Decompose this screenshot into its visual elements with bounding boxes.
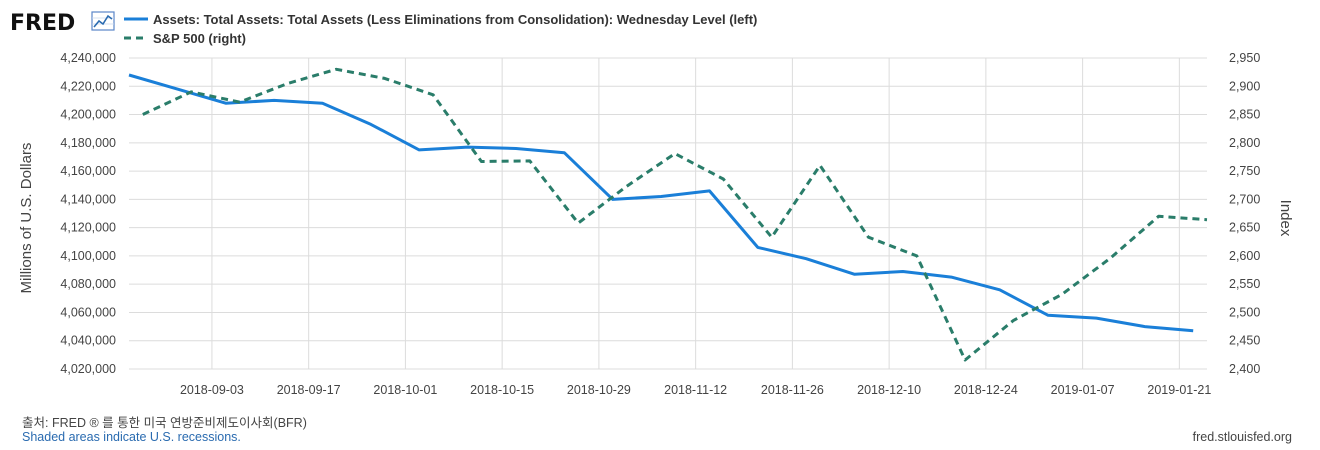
left-axis-title: Millions of U.S. Dollars	[18, 143, 35, 294]
x-axis-tick-label: 2018-11-12	[664, 383, 727, 397]
right-axis-tick-label: 2,950	[1229, 51, 1260, 65]
left-axis-tick-label: 4,180,000	[60, 136, 116, 150]
right-axis-tick-label: 2,400	[1229, 362, 1260, 376]
fred-logo[interactable]: FRED	[10, 11, 115, 36]
x-axis-tick-label: 2018-12-24	[954, 383, 1018, 397]
left-axis-tick-label: 4,080,000	[60, 277, 116, 291]
source-note: 출처: FRED ® 를 통한 미국 연방준비제도이사회(BFR)	[22, 416, 307, 430]
right-axis-tick-label: 2,500	[1229, 305, 1260, 319]
left-axis-tick-label: 4,060,000	[60, 305, 116, 319]
left-axis-tick-label: 4,240,000	[60, 51, 116, 65]
x-axis-tick-label: 2018-09-03	[180, 383, 244, 397]
left-axis-tick-label: 4,200,000	[60, 108, 116, 122]
fred-logo-text: FRED	[10, 11, 75, 36]
left-axis-tick-label: 4,020,000	[60, 362, 116, 376]
x-axis-tick-label: 2018-09-17	[277, 383, 341, 397]
x-axis-tick-label: 2019-01-07	[1051, 383, 1115, 397]
recession-note: Shaded areas indicate U.S. recessions.	[22, 430, 241, 444]
legend-item-assets[interactable]: Assets: Total Assets: Total Assets (Less…	[124, 12, 757, 27]
series-lines	[128, 67, 1208, 362]
x-axis-tick-label: 2019-01-21	[1147, 383, 1211, 397]
left-axis-tick-label: 4,040,000	[60, 334, 116, 348]
left-axis-tick-label: 4,100,000	[60, 249, 116, 263]
series-line-assets[interactable]	[128, 73, 1194, 333]
left-axis-ticks: 4,020,000 4,040,000 4,060,000 4,080,000 4,10…	[60, 51, 116, 376]
x-axis-tick-label: 2018-12-10	[857, 383, 921, 397]
x-axis-tick-label: 2018-10-29	[567, 383, 631, 397]
right-axis-tick-label: 2,650	[1229, 221, 1260, 235]
right-axis-tick-label: 2,600	[1229, 249, 1260, 263]
legend-label-sp500: S&P 500 (right)	[153, 31, 246, 46]
right-axis-tick-label: 2,900	[1229, 79, 1260, 93]
right-axis-tick-label: 2,450	[1229, 334, 1260, 348]
left-axis-tick-label: 4,140,000	[60, 192, 116, 206]
x-axis-tick-label: 2018-10-15	[470, 383, 534, 397]
legend: Assets: Total Assets: Total Assets (Less…	[124, 12, 757, 46]
plot-area	[129, 58, 1207, 369]
left-axis-tick-label: 4,220,000	[60, 79, 116, 93]
right-axis-tick-label: 2,850	[1229, 108, 1260, 122]
right-axis-tick-label: 2,800	[1229, 136, 1260, 150]
right-axis-ticks: 2,400 2,450 2,500 2,550 2,600 2,650 2,700 2,750…	[1229, 51, 1260, 376]
gridlines	[129, 57, 1207, 370]
x-axis-tick-label: 2018-10-01	[373, 383, 437, 397]
right-axis-tick-label: 2,550	[1229, 277, 1260, 291]
right-axis-tick-label: 2,750	[1229, 164, 1260, 178]
legend-label-assets: Assets: Total Assets: Total Assets (Less…	[153, 12, 757, 27]
x-axis-tick-label: 2018-11-26	[761, 383, 824, 397]
left-axis-tick-label: 4,160,000	[60, 164, 116, 178]
fred-logo-graph-icon	[91, 11, 115, 31]
x-axis-ticks: 2018-09-03 2018-09-17 2018-10-01 2018-10-15…	[180, 383, 1211, 397]
right-axis-tick-label: 2,700	[1229, 192, 1260, 206]
right-axis-title: Index	[1277, 200, 1294, 237]
fred-url[interactable]: fred.stlouisfed.org	[1193, 430, 1292, 444]
legend-item-sp500[interactable]: S&P 500 (right)	[124, 31, 246, 46]
left-axis-tick-label: 4,120,000	[60, 221, 116, 235]
